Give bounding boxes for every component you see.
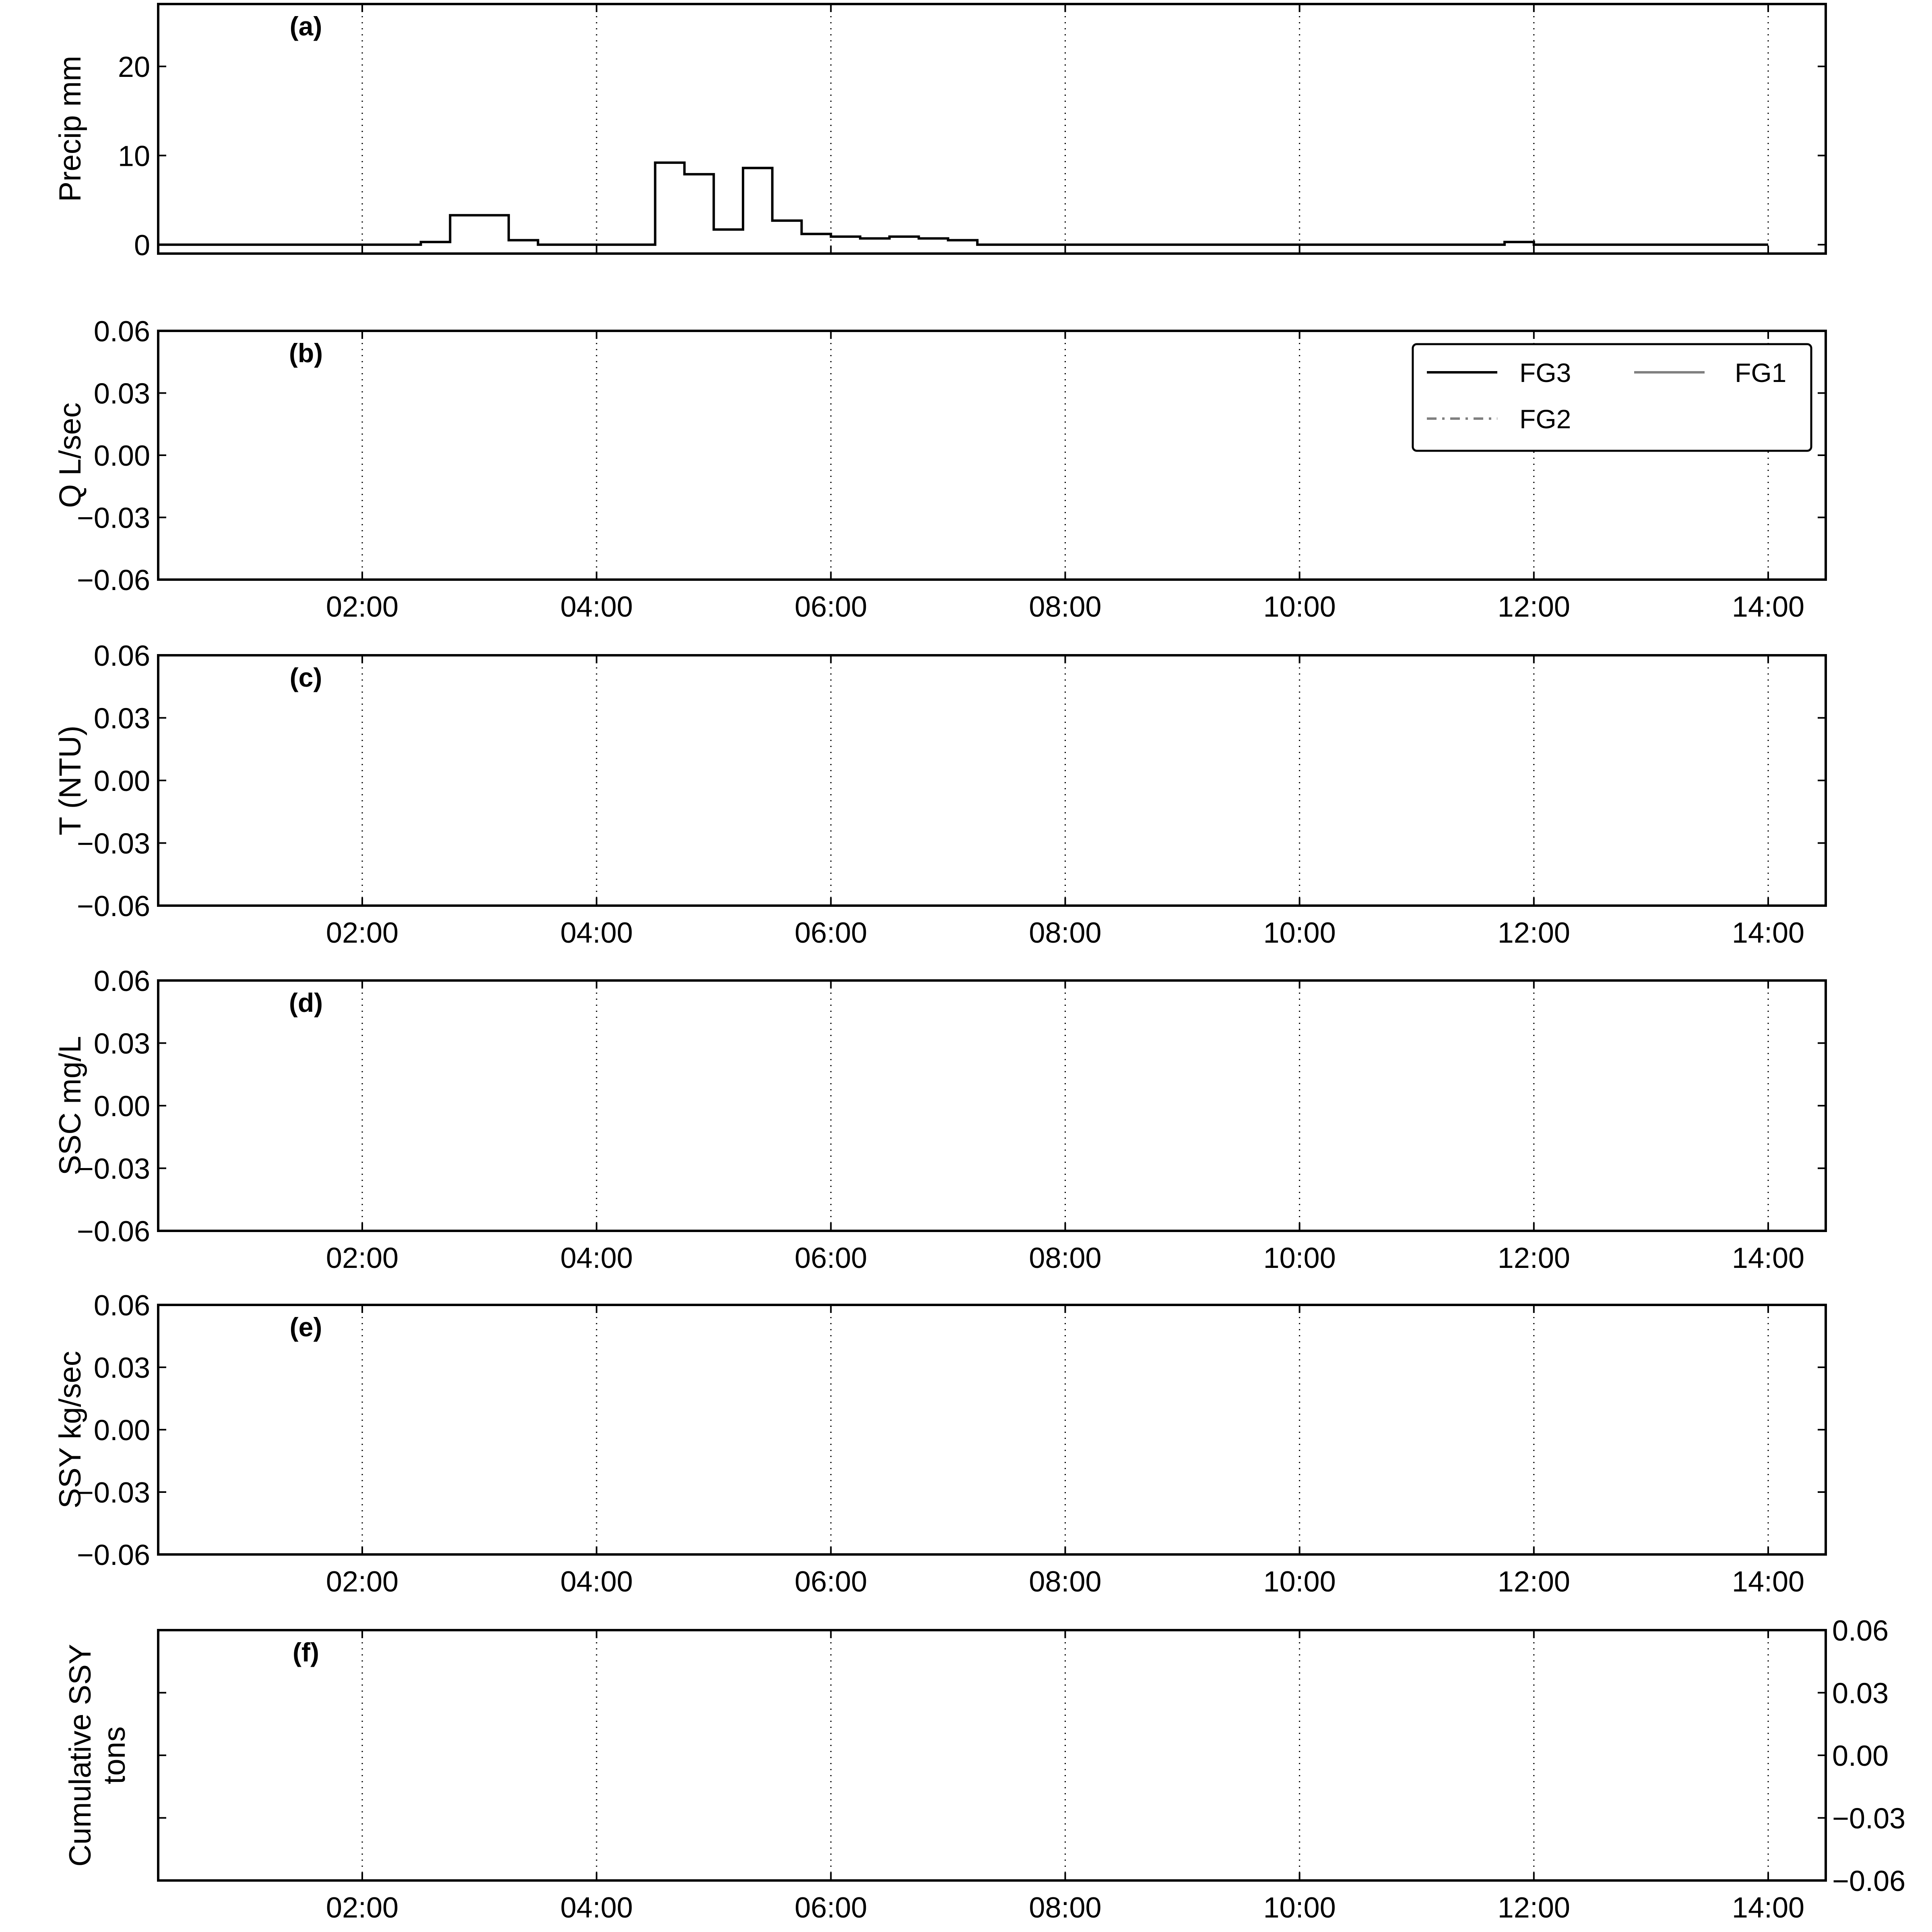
y-axis-title: SSC mg/L	[53, 1036, 87, 1175]
y-tick-label: 0.03	[94, 703, 150, 735]
panel-label: (a)	[290, 11, 322, 41]
plot-frame	[157, 1304, 1827, 1556]
y-tick-label: 0.03	[94, 1028, 150, 1060]
x-tick-label: 06:00	[795, 917, 867, 949]
y-tick-label: 0.06	[94, 316, 150, 348]
plot-frame	[157, 979, 1827, 1232]
x-tick-label: 06:00	[795, 591, 867, 623]
panel-label: (c)	[290, 663, 322, 692]
legend-label: FG3	[1519, 358, 1571, 388]
y-tick-label: 0.00	[1832, 1740, 1889, 1772]
legend-label: FG2	[1519, 404, 1571, 434]
plot-frame	[157, 1629, 1827, 1882]
y-tick-label: −0.03	[77, 1153, 150, 1185]
y-tick-label: 20	[118, 51, 150, 83]
x-tick-label: 04:00	[560, 591, 633, 623]
x-tick-label: 02:00	[326, 591, 398, 623]
y-tick-label: 0	[134, 229, 150, 262]
panel-c: 0.06 0.03 0.00 −0.03 −0.06 02:00 04:00 06:00 08:…	[53, 640, 1827, 949]
panel-e: 0.06 0.03 0.00 −0.03 −0.06 02:00 04:00 06:00 08:…	[53, 1290, 1827, 1598]
y-tick-label: −0.06	[77, 564, 150, 597]
y-tick-label: −0.06	[77, 1539, 150, 1571]
y-tick-label: 0.00	[94, 440, 150, 472]
y-tick-label: −0.06	[77, 1216, 150, 1248]
x-tick-label: 14:00	[1732, 1242, 1804, 1274]
x-tick-label: 08:00	[1029, 1566, 1101, 1598]
y-tick-label: 0.00	[94, 1414, 150, 1447]
x-tick-label: 04:00	[560, 1892, 633, 1924]
panel-f: 0.06 0.03 0.00 −0.03 −0.06 02:00 04:00 06:00 08:…	[63, 1615, 1905, 1924]
y-tick-label: 10	[118, 140, 150, 172]
panel-label: (e)	[290, 1312, 322, 1342]
panel-b: 0.06 0.03 0.00 −0.03 −0.06 02:00 04:00 06:00 08:…	[53, 316, 1827, 623]
x-tick-label: 14:00	[1732, 591, 1804, 623]
plot-frame	[157, 654, 1827, 907]
y-axis-title: Precip mm	[53, 56, 87, 202]
y-tick-label: −0.06	[77, 890, 150, 923]
panel-label: (b)	[289, 338, 323, 368]
panel-label: (d)	[289, 988, 323, 1018]
y-tick-label: 0.00	[94, 765, 150, 797]
legend: FG3 FG1 FG2	[1412, 343, 1812, 452]
x-tick-label: 10:00	[1263, 917, 1336, 949]
y-axis-title: Q L/sec	[53, 402, 87, 508]
x-tick-label: 14:00	[1732, 1566, 1804, 1598]
x-tick-label: 04:00	[560, 917, 633, 949]
y-tick-label: 0.06	[94, 640, 150, 672]
y-axis-title: Cumulative SSY	[63, 1644, 97, 1866]
panel-d: 0.06 0.03 0.00 −0.03 −0.06 02:00 04:00 06:00 08:…	[53, 965, 1827, 1274]
y-tick-label: −0.03	[77, 1477, 150, 1509]
x-tick-label: 08:00	[1029, 1242, 1101, 1274]
x-tick-label: 02:00	[326, 1892, 398, 1924]
x-tick-label: 02:00	[326, 917, 398, 949]
x-tick-label: 02:00	[326, 1566, 398, 1598]
x-tick-label: 14:00	[1732, 917, 1804, 949]
x-tick-label: 08:00	[1029, 1892, 1101, 1924]
y-tick-label: −0.03	[77, 502, 150, 535]
x-tick-label: 12:00	[1498, 1242, 1570, 1274]
y-tick-label: 0.03	[94, 378, 150, 410]
plot-frame	[157, 3, 1827, 255]
y-tick-label: 0.06	[1832, 1615, 1889, 1647]
x-tick-label: 12:00	[1498, 917, 1570, 949]
x-tick-label: 10:00	[1263, 591, 1336, 623]
x-tick-label: 04:00	[560, 1566, 633, 1598]
y-tick-label: −0.06	[1832, 1865, 1905, 1897]
x-tick-label: 10:00	[1263, 1566, 1336, 1598]
x-tick-label: 12:00	[1498, 1892, 1570, 1924]
y-tick-label: 0.03	[1832, 1678, 1889, 1710]
x-tick-label: 14:00	[1732, 1892, 1804, 1924]
plot-frame	[157, 330, 1827, 581]
y-tick-label: −0.03	[77, 828, 150, 860]
x-tick-label: 12:00	[1498, 591, 1570, 623]
legend-box	[1412, 343, 1812, 452]
y-axis-title: SSY kg/sec	[53, 1351, 87, 1508]
x-tick-label: 08:00	[1029, 591, 1101, 623]
x-tick-label: 12:00	[1498, 1566, 1570, 1598]
y-axis-title: T (NTU)	[53, 726, 87, 836]
y-tick-label: 0.06	[94, 1290, 150, 1322]
x-tick-label: 10:00	[1263, 1242, 1336, 1274]
x-tick-label: 06:00	[795, 1892, 867, 1924]
y-axis-title: tons	[97, 1726, 132, 1784]
legend-label: FG1	[1735, 358, 1786, 388]
x-tick-label: 06:00	[795, 1566, 867, 1598]
x-tick-label: 06:00	[795, 1242, 867, 1274]
x-tick-label: 08:00	[1029, 917, 1101, 949]
x-tick-label: 02:00	[326, 1242, 398, 1274]
panel-label: (f)	[293, 1637, 319, 1667]
y-tick-label: 0.03	[94, 1352, 150, 1384]
x-tick-label: 10:00	[1263, 1892, 1336, 1924]
y-tick-label: −0.03	[1832, 1803, 1905, 1835]
y-tick-label: 0.06	[94, 965, 150, 997]
y-tick-label: 0.00	[94, 1090, 150, 1123]
precip-series-line	[157, 161, 1768, 246]
x-tick-label: 04:00	[560, 1242, 633, 1274]
panel-a: 0 10 20 (a) Precip mm	[53, 3, 1827, 262]
